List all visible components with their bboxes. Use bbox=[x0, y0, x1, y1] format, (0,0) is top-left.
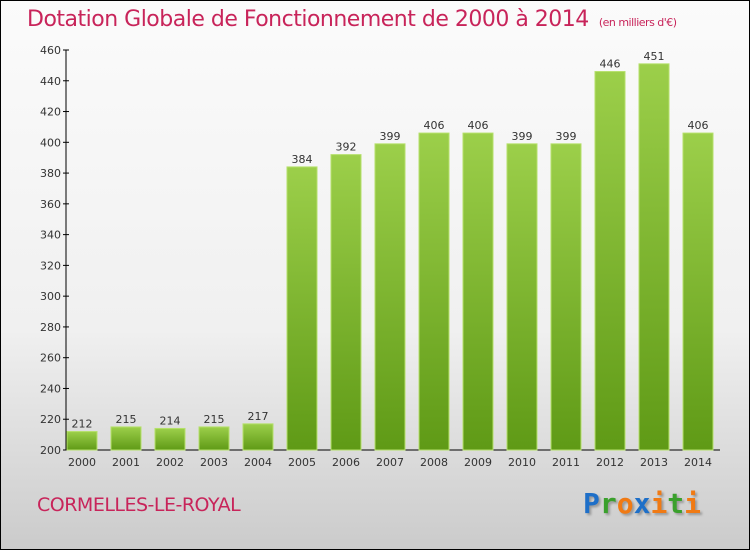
data-label: 392 bbox=[336, 141, 357, 154]
chart-title: Dotation Globale de Fonctionnement de 20… bbox=[27, 7, 677, 32]
data-label: 384 bbox=[292, 153, 313, 166]
y-tick-label: 340 bbox=[40, 229, 61, 242]
data-label: 406 bbox=[468, 119, 489, 132]
x-tick-label: 2005 bbox=[288, 456, 316, 469]
y-tick-label: 300 bbox=[40, 290, 61, 303]
bar bbox=[330, 154, 362, 451]
y-tick-label: 260 bbox=[40, 352, 61, 365]
data-label: 215 bbox=[204, 413, 225, 426]
data-label: 399 bbox=[380, 130, 401, 143]
y-tick-label: 400 bbox=[40, 136, 61, 149]
bar bbox=[374, 143, 406, 451]
logo-letter: t bbox=[667, 487, 685, 520]
data-label: 399 bbox=[556, 130, 577, 143]
bar bbox=[110, 426, 142, 451]
bar bbox=[506, 143, 538, 451]
logo-letter: i bbox=[684, 487, 702, 520]
x-tick-label: 2001 bbox=[112, 456, 140, 469]
y-tick-label: 440 bbox=[40, 75, 61, 88]
y-tick-label: 380 bbox=[40, 167, 61, 180]
bar bbox=[594, 71, 626, 451]
x-tick-label: 2003 bbox=[200, 456, 228, 469]
logo-letter: x bbox=[633, 487, 651, 520]
y-tick-label: 220 bbox=[40, 413, 61, 426]
logo-letter: r bbox=[599, 487, 617, 520]
data-label: 399 bbox=[512, 130, 533, 143]
x-tick-label: 2000 bbox=[68, 456, 96, 469]
bar bbox=[550, 143, 582, 451]
y-tick-label: 200 bbox=[40, 444, 61, 457]
y-tick-label: 280 bbox=[40, 321, 61, 334]
city-name: CORMELLES-LE-ROYAL bbox=[37, 494, 241, 516]
x-tick-label: 2010 bbox=[508, 456, 536, 469]
x-tick-label: 2008 bbox=[420, 456, 448, 469]
logo-letter: P bbox=[583, 487, 600, 520]
bar bbox=[682, 132, 714, 451]
x-tick-label: 2006 bbox=[332, 456, 360, 469]
x-tick-label: 2004 bbox=[244, 456, 272, 469]
data-label: 217 bbox=[248, 410, 269, 423]
x-tick-label: 2011 bbox=[552, 456, 580, 469]
chart-subtitle: (en milliers d'€) bbox=[598, 16, 677, 29]
data-label: 446 bbox=[600, 58, 621, 71]
y-tick-label: 360 bbox=[40, 198, 61, 211]
data-label: 214 bbox=[160, 414, 181, 427]
bar bbox=[286, 166, 318, 451]
data-label: 451 bbox=[644, 50, 665, 63]
data-label: 406 bbox=[424, 119, 445, 132]
y-tick-label: 420 bbox=[40, 106, 61, 119]
y-tick-label: 460 bbox=[40, 44, 61, 57]
x-tick-label: 2009 bbox=[464, 456, 492, 469]
x-tick-label: 2013 bbox=[640, 456, 668, 469]
bar bbox=[462, 132, 494, 451]
data-label: 406 bbox=[688, 119, 709, 132]
x-tick-label: 2012 bbox=[596, 456, 624, 469]
bar bbox=[154, 427, 186, 451]
x-tick-label: 2002 bbox=[156, 456, 184, 469]
data-label: 212 bbox=[72, 418, 93, 431]
bar bbox=[198, 426, 230, 451]
title-text: Dotation Globale de Fonctionnement de 20… bbox=[27, 7, 589, 32]
logo-letter: i bbox=[650, 487, 668, 520]
logo-letter: o bbox=[616, 487, 634, 520]
bar bbox=[418, 132, 450, 451]
x-tick-label: 2007 bbox=[376, 456, 404, 469]
proxiti-logo: Proxiti bbox=[583, 487, 701, 520]
y-tick-label: 240 bbox=[40, 382, 61, 395]
bar bbox=[638, 63, 670, 451]
bar bbox=[66, 431, 98, 451]
bar bbox=[242, 423, 274, 451]
x-tick-label: 2014 bbox=[684, 456, 712, 469]
data-label: 215 bbox=[116, 413, 137, 426]
y-tick-label: 320 bbox=[40, 259, 61, 272]
